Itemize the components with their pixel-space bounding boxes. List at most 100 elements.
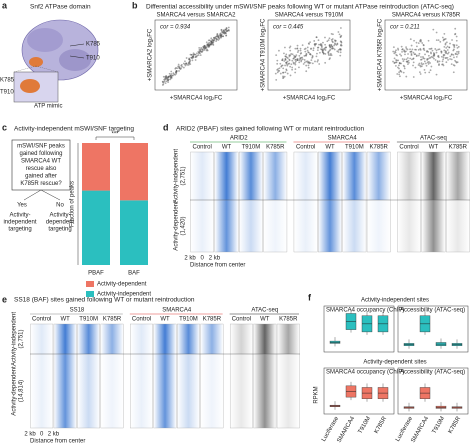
point [444, 51, 447, 54]
point [206, 49, 209, 52]
row-count: (2,751) [19, 329, 25, 348]
heatmap-top [293, 152, 318, 200]
point [418, 52, 421, 55]
panel-title: Snf2 ATPase domain [30, 4, 91, 11]
point [411, 58, 413, 61]
point [290, 63, 293, 66]
point [217, 37, 220, 39]
point [455, 44, 458, 47]
point [449, 58, 451, 60]
point [306, 46, 309, 49]
point [330, 44, 333, 47]
significance: *** [111, 132, 119, 138]
point [429, 48, 432, 50]
point [194, 56, 197, 59]
point [329, 46, 332, 49]
point [301, 56, 304, 59]
point [296, 59, 299, 62]
point [447, 58, 449, 61]
group-label: SMARCA4 [162, 308, 192, 314]
point [340, 40, 343, 43]
point [283, 52, 285, 55]
x-tick-label: T910M [358, 416, 373, 435]
point [328, 43, 331, 46]
residue-label: T910 [0, 90, 14, 96]
heatmap-bottom [293, 200, 318, 252]
point [443, 46, 446, 48]
point [426, 58, 429, 60]
point [170, 70, 173, 73]
point [294, 62, 297, 64]
point [331, 45, 334, 48]
point [277, 70, 280, 72]
point [419, 64, 421, 67]
significance-bracket [95, 136, 135, 140]
outcome-label: targeting [48, 227, 71, 233]
point [181, 65, 184, 68]
panel-letter: d [163, 122, 169, 132]
heatmap-frame [342, 151, 367, 253]
point [203, 49, 206, 51]
point [427, 39, 430, 42]
panel-letter: b [132, 0, 138, 10]
heatmap-bottom [421, 200, 446, 252]
point [279, 62, 282, 65]
point [220, 35, 223, 37]
point [289, 54, 292, 57]
panel-title: Activity-independent mSWI/SNF targeting [14, 126, 134, 133]
point [435, 49, 438, 52]
point [452, 43, 455, 46]
point [315, 43, 318, 45]
panel-letter: a [2, 0, 8, 10]
column-label: K785R [103, 317, 122, 323]
point [429, 69, 432, 72]
point [420, 56, 422, 58]
point [180, 64, 183, 67]
point [227, 26, 230, 29]
point [196, 54, 199, 57]
point [445, 41, 448, 44]
point [294, 55, 297, 58]
outcome-label: Activity- [50, 213, 71, 219]
heatmap-frame [253, 323, 277, 429]
point [442, 58, 444, 61]
point [307, 64, 310, 67]
point [407, 53, 409, 55]
point [330, 54, 333, 57]
point [327, 54, 330, 56]
point [405, 46, 407, 49]
point [412, 61, 415, 64]
point [432, 54, 435, 57]
residue-label: T910 [86, 56, 100, 62]
subpanel-title: Accessibility (ATAC-seq) [400, 370, 465, 376]
point [162, 75, 165, 78]
point [334, 43, 337, 46]
point [206, 43, 209, 46]
column-label: WT [429, 145, 439, 151]
point [433, 57, 435, 60]
column-label: K785R [449, 145, 468, 151]
column-label: T910M [242, 145, 261, 151]
heatmap-bottom [277, 354, 300, 428]
point [328, 37, 331, 40]
heatmap-bottom [30, 354, 53, 428]
point [182, 66, 185, 69]
point [219, 33, 221, 36]
point [454, 27, 457, 30]
point [397, 48, 400, 51]
point [299, 49, 302, 52]
point [456, 53, 459, 56]
point [285, 68, 288, 71]
point [452, 71, 455, 74]
point [177, 65, 180, 68]
x-axis-label: +SMARCA4 log₂FC [400, 96, 453, 102]
heatmap-bottom [153, 354, 177, 428]
point [204, 47, 207, 49]
point [306, 49, 309, 52]
heatmap-bottom [177, 354, 200, 428]
point [178, 67, 181, 69]
point [312, 49, 315, 52]
point [401, 48, 404, 51]
point [403, 67, 406, 70]
heatmap-frame [200, 323, 224, 429]
